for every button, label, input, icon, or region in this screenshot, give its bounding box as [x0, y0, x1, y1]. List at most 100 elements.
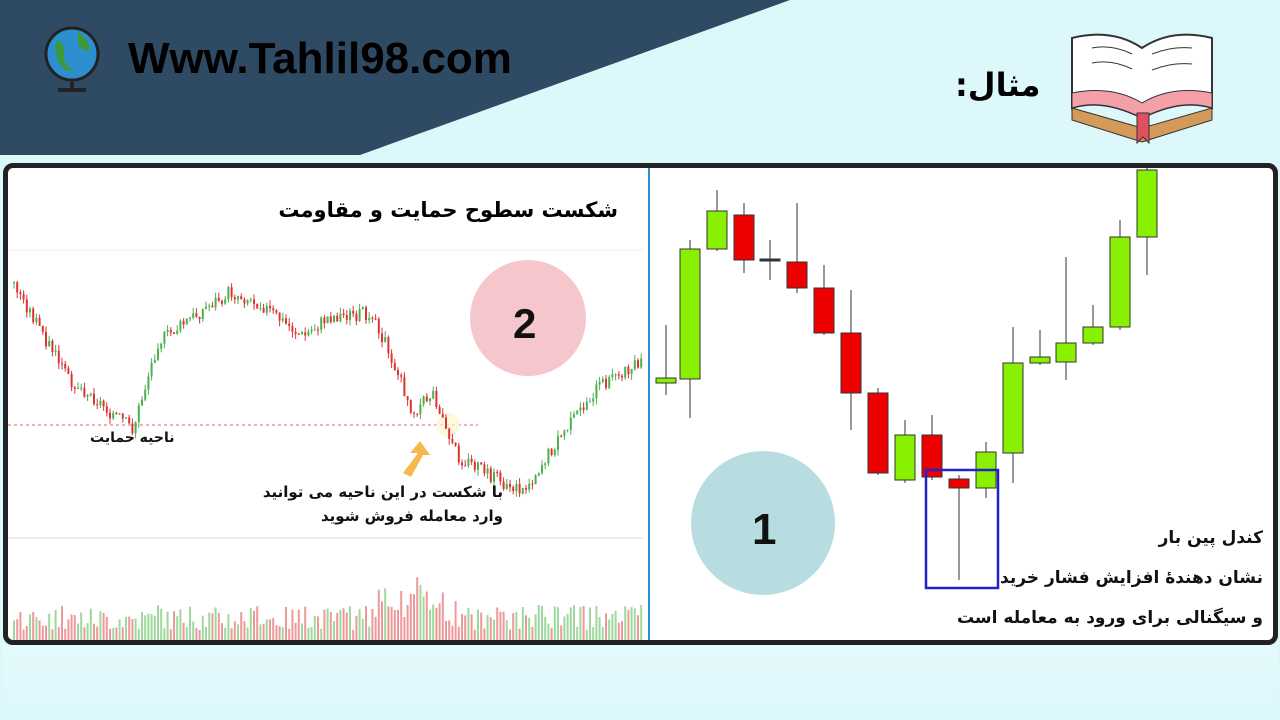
mini-candle	[451, 439, 454, 443]
header-banner	[0, 0, 790, 155]
volume-bar	[64, 628, 67, 640]
volume-bar	[345, 612, 348, 640]
volume-bar	[45, 625, 47, 640]
volume-bar	[249, 608, 252, 640]
mini-candle	[51, 340, 54, 352]
mini-candle	[89, 393, 92, 396]
mini-candle	[285, 318, 287, 324]
mini-candle	[195, 313, 198, 317]
volume-bar	[169, 629, 172, 640]
volume-bar	[342, 608, 345, 640]
mini-candle	[214, 297, 217, 308]
mini-candle	[243, 299, 246, 304]
support-label: ناحیه حمایت	[90, 430, 175, 446]
bullish-candle	[679, 248, 701, 380]
volume-bar	[297, 609, 300, 640]
mini-candle	[262, 308, 265, 313]
volume-bar	[614, 610, 617, 640]
volume-bar	[80, 612, 83, 640]
mini-candle	[310, 329, 313, 332]
volume-bar	[547, 623, 550, 640]
mini-candle	[563, 430, 566, 437]
mini-candle	[16, 282, 19, 293]
mini-candle	[249, 299, 252, 301]
volume-bar	[157, 605, 159, 640]
mini-candle	[592, 398, 595, 402]
mini-candle	[153, 359, 156, 363]
mini-candle	[387, 337, 390, 354]
volume-bar	[480, 612, 483, 640]
volume-bar	[560, 625, 563, 640]
volume-bar	[630, 607, 633, 640]
mini-candle	[41, 325, 44, 332]
mini-candle	[227, 287, 230, 300]
mini-candle	[630, 368, 633, 375]
volume-bar	[301, 623, 303, 640]
example-label: مثال:	[955, 66, 1041, 104]
bullish-candle	[706, 210, 728, 250]
volume-bar	[445, 620, 447, 640]
volume-bar	[432, 604, 435, 640]
volume-bar	[467, 607, 470, 640]
bearish-candle	[759, 258, 781, 262]
mini-candle	[521, 488, 524, 494]
volume-bar	[128, 616, 131, 640]
mini-candle	[413, 412, 415, 414]
volume-bar	[633, 608, 636, 640]
volume-bar	[438, 603, 441, 640]
volume-bar	[371, 608, 374, 640]
volume-bar	[38, 620, 41, 640]
mini-candle	[320, 317, 323, 330]
volume-bar	[393, 609, 396, 640]
volume-bar	[147, 613, 150, 640]
mini-candle	[150, 362, 153, 377]
mini-candle	[73, 387, 76, 389]
volume-bar	[435, 607, 438, 640]
volume-bar	[313, 615, 316, 640]
volume-bar	[317, 616, 319, 640]
mini-candle	[201, 308, 204, 319]
volume-bar	[365, 606, 367, 640]
volume-bar	[528, 617, 531, 640]
mini-candle	[448, 428, 451, 440]
mini-candle	[432, 390, 435, 399]
mini-candle	[419, 404, 422, 415]
volume-bar	[19, 612, 22, 640]
mini-candle	[377, 319, 380, 334]
volume-bar	[598, 617, 601, 640]
mini-candle	[128, 417, 131, 424]
mini-candle	[381, 333, 383, 343]
mini-candle	[550, 448, 553, 455]
volume-bar	[233, 621, 236, 640]
mini-candle	[80, 387, 83, 389]
volume-bar	[205, 627, 207, 640]
volume-bar	[502, 611, 505, 640]
volume-bar	[608, 619, 611, 640]
volume-bar	[240, 612, 243, 640]
site-url[interactable]: Www.Tahlil98.com	[128, 34, 512, 83]
volume-bar	[118, 619, 121, 640]
mini-candle	[589, 401, 591, 403]
mini-candle	[211, 305, 214, 308]
volume-bar	[163, 628, 166, 640]
mini-candle	[429, 398, 431, 402]
volume-bar	[217, 612, 220, 640]
volume-bar	[640, 605, 643, 640]
mini-candle	[627, 366, 630, 375]
volume-bar	[349, 606, 351, 640]
mini-candle	[445, 417, 447, 429]
mini-candle	[70, 373, 73, 388]
mini-candle	[361, 307, 364, 310]
volume-bar	[406, 604, 409, 640]
mini-candle	[230, 287, 233, 298]
mini-candle	[93, 393, 95, 405]
mini-candle	[38, 317, 41, 326]
mini-candle	[147, 376, 150, 390]
mini-candle	[134, 421, 137, 434]
volume-bar	[563, 616, 566, 640]
mini-candle	[13, 282, 15, 284]
mini-candle	[233, 297, 236, 300]
volume-bar	[70, 614, 73, 640]
mini-candle	[208, 305, 211, 307]
mini-candle	[397, 369, 399, 376]
